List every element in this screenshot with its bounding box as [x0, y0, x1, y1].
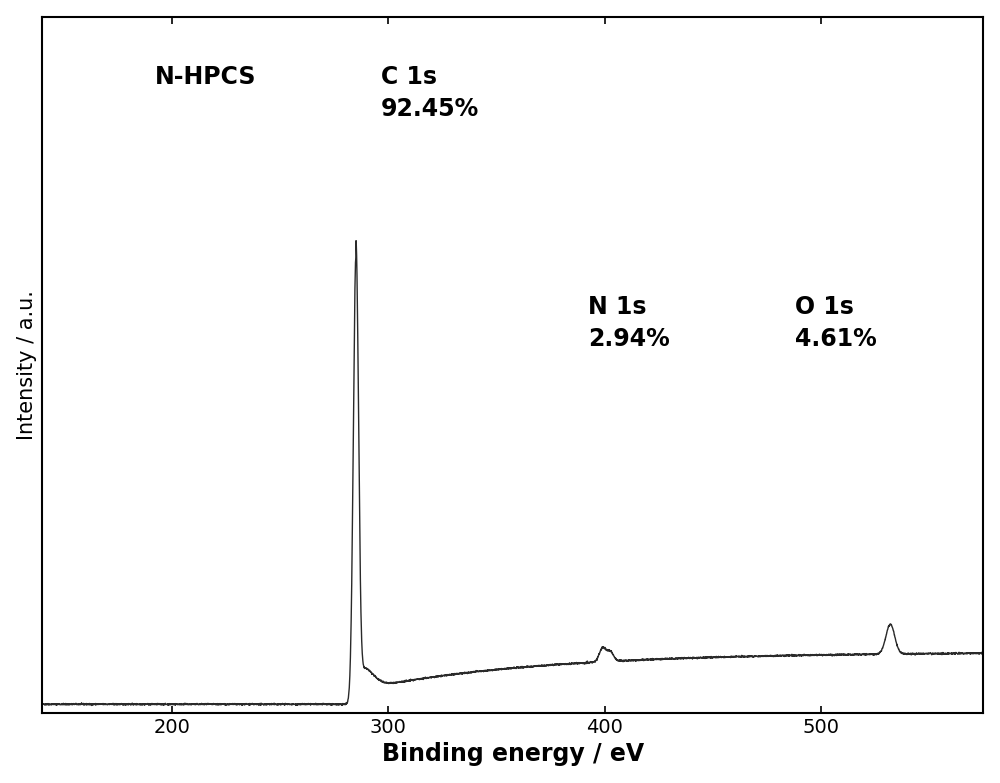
Text: N-HPCS: N-HPCS — [155, 66, 257, 89]
Y-axis label: Intensity / a.u.: Intensity / a.u. — [17, 290, 37, 440]
Text: N 1s
2.94%: N 1s 2.94% — [588, 295, 670, 351]
Text: O 1s
4.61%: O 1s 4.61% — [795, 295, 877, 351]
Text: C 1s
92.45%: C 1s 92.45% — [381, 66, 479, 121]
X-axis label: Binding energy / eV: Binding energy / eV — [382, 742, 644, 767]
